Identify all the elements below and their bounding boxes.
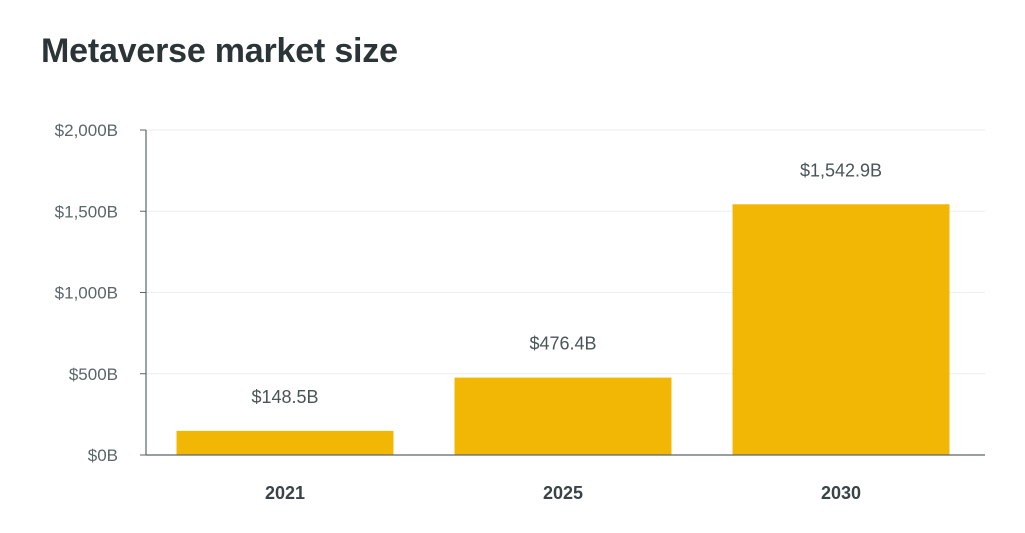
bar-2021 [176, 430, 394, 455]
x-tick-label-2025: 2025 [543, 483, 583, 503]
bar-2030 [732, 204, 950, 455]
axes [140, 129, 985, 456]
data-label-2021: $148.5B [251, 387, 318, 407]
y-tick-label: $0B [88, 446, 118, 465]
labels: $0B $500B $1,000B $1,500B $2,000B $148.5B 2021… [55, 121, 882, 503]
y-tick-label: $1,000B [55, 284, 118, 303]
y-tick-label: $500B [69, 365, 118, 384]
bar-2025 [454, 377, 672, 455]
x-tick-label-2030: 2030 [821, 483, 861, 503]
y-tick-label: $1,500B [55, 202, 118, 221]
data-label-2025: $476.4B [529, 334, 596, 354]
y-tick-label: $2,000B [55, 121, 118, 140]
x-tick-label-2021: 2021 [265, 483, 305, 503]
chart-title: Metaverse market size [41, 32, 398, 70]
data-label-2030: $1,542.9B [800, 160, 882, 180]
bars [176, 204, 950, 455]
